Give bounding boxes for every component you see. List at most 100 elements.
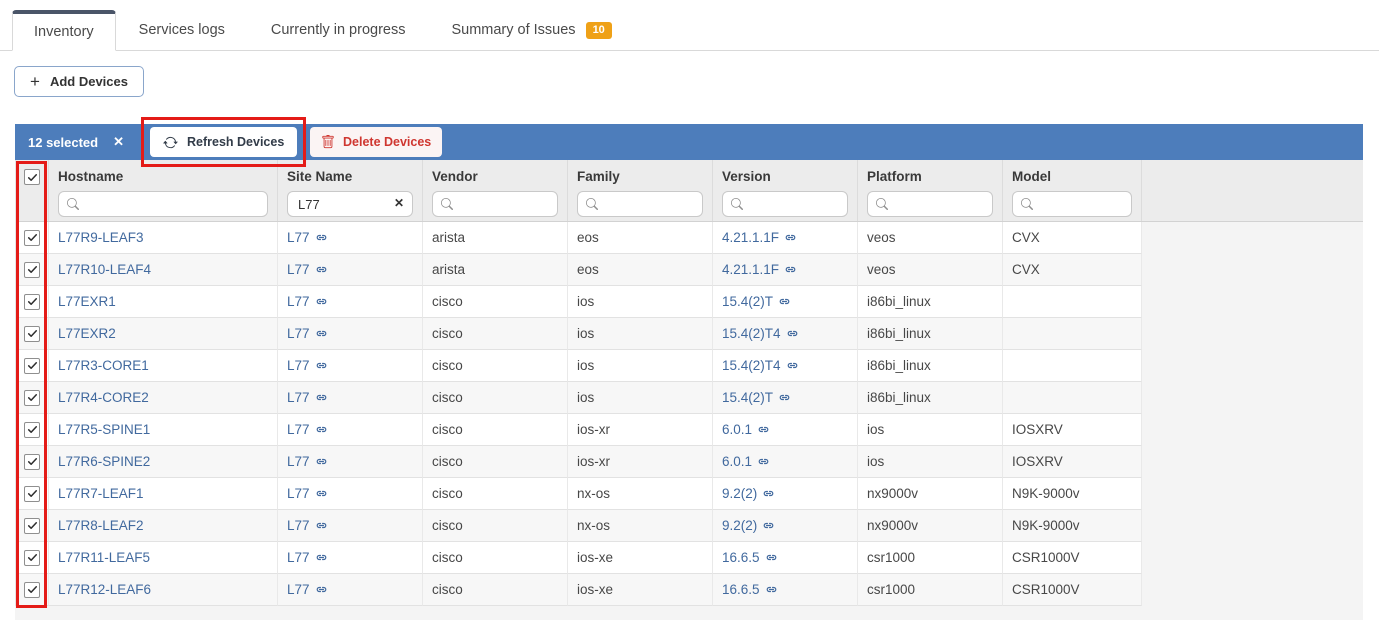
version-link-text: 15.4(2)T — [722, 390, 773, 405]
row-checkbox-cell — [16, 350, 49, 382]
family-cell: ios — [568, 382, 713, 414]
model-cell: IOSXRV — [1003, 414, 1142, 446]
site-link[interactable]: L77 — [287, 422, 328, 437]
tab-summary-of-issues[interactable]: Summary of Issues 10 — [428, 10, 634, 50]
row-checkbox[interactable] — [24, 422, 40, 438]
table-row: L77R3-CORE1 L77 cisco ios 15.4(2)T4 i86b… — [16, 350, 1363, 382]
table-row: L77R11-LEAF5 L77 cisco ios-xe 16.6.5 csr… — [16, 542, 1363, 574]
site-link[interactable]: L77 — [287, 486, 328, 501]
delete-devices-label: Delete Devices — [343, 135, 431, 149]
hostname-link[interactable]: L77R8-LEAF2 — [58, 518, 144, 533]
family-filter-input[interactable] — [577, 191, 703, 217]
platform-filter-input[interactable] — [867, 191, 993, 217]
row-checkbox[interactable] — [24, 550, 40, 566]
site-link[interactable]: L77 — [287, 454, 328, 469]
hostname-link[interactable]: L77R9-LEAF3 — [58, 230, 144, 245]
table-row: L77R5-SPINE1 L77 cisco ios-xr 6.0.1 ios … — [16, 414, 1363, 446]
add-devices-button[interactable]: + Add Devices — [14, 66, 144, 97]
check-icon — [27, 296, 38, 307]
version-filter-input[interactable] — [722, 191, 848, 217]
row-checkbox[interactable] — [24, 454, 40, 470]
tab-currently-in-progress[interactable]: Currently in progress — [248, 10, 429, 50]
row-checkbox-cell — [16, 318, 49, 350]
link-icon — [778, 295, 791, 308]
vendor-cell: arista — [423, 222, 568, 254]
link-icon — [315, 327, 328, 340]
clear-selection-icon[interactable]: ✕ — [113, 134, 124, 150]
version-link[interactable]: 15.4(2)T — [722, 294, 791, 309]
site-link-text: L77 — [287, 230, 310, 245]
vendor-cell: cisco — [423, 446, 568, 478]
version-link[interactable]: 15.4(2)T4 — [722, 326, 799, 341]
site-link[interactable]: L77 — [287, 550, 328, 565]
trash-icon — [321, 135, 335, 149]
row-checkbox-cell — [16, 222, 49, 254]
hostname-link[interactable]: L77R11-LEAF5 — [58, 550, 150, 565]
table-row: L77R10-LEAF4 L77 arista eos 4.21.1.1F ve… — [16, 254, 1363, 286]
refresh-devices-button[interactable]: Refresh Devices — [150, 127, 297, 157]
row-checkbox[interactable] — [24, 358, 40, 374]
filler-cell — [1142, 510, 1363, 542]
vendor-filter-input[interactable] — [432, 191, 558, 217]
hostname-filter-input[interactable] — [58, 191, 268, 217]
version-link[interactable]: 4.21.1.1F — [722, 230, 797, 245]
row-checkbox[interactable] — [24, 230, 40, 246]
model-filter-input[interactable] — [1012, 191, 1132, 217]
hostname-link[interactable]: L77R6-SPINE2 — [58, 454, 150, 469]
version-link[interactable]: 9.2(2) — [722, 518, 775, 533]
row-checkbox[interactable] — [24, 582, 40, 598]
tab-inventory[interactable]: Inventory — [12, 10, 116, 51]
tab-services-logs[interactable]: Services logs — [116, 10, 248, 50]
filler-cell — [1142, 318, 1363, 350]
version-link-text: 15.4(2)T4 — [722, 358, 781, 373]
row-checkbox[interactable] — [24, 262, 40, 278]
plus-icon: + — [30, 73, 40, 90]
hostname-link[interactable]: L77R12-LEAF6 — [58, 582, 151, 597]
site-link[interactable]: L77 — [287, 582, 328, 597]
site-link[interactable]: L77 — [287, 518, 328, 533]
version-link[interactable]: 4.21.1.1F — [722, 262, 797, 277]
site-link-text: L77 — [287, 326, 310, 341]
site-link[interactable]: L77 — [287, 262, 328, 277]
model-cell: CSR1000V — [1003, 542, 1142, 574]
header-filler-cell — [1142, 160, 1363, 221]
version-link[interactable]: 16.6.5 — [722, 550, 778, 565]
platform-cell: csr1000 — [858, 574, 1003, 606]
hostname-link[interactable]: L77R5-SPINE1 — [58, 422, 150, 437]
site-link-text: L77 — [287, 454, 310, 469]
link-icon — [784, 263, 797, 276]
site-link[interactable]: L77 — [287, 294, 328, 309]
row-checkbox-cell — [16, 478, 49, 510]
link-icon — [315, 583, 328, 596]
row-checkbox[interactable] — [24, 518, 40, 534]
clear-filter-icon[interactable]: ✕ — [394, 196, 404, 210]
site-link[interactable]: L77 — [287, 230, 328, 245]
row-checkbox[interactable] — [24, 486, 40, 502]
site-link[interactable]: L77 — [287, 390, 328, 405]
version-link[interactable]: 16.6.5 — [722, 582, 778, 597]
row-checkbox[interactable] — [24, 294, 40, 310]
platform-cell: i86bi_linux — [858, 382, 1003, 414]
refresh-devices-label: Refresh Devices — [187, 135, 284, 149]
version-link[interactable]: 15.4(2)T — [722, 390, 791, 405]
hostname-link[interactable]: L77EXR2 — [58, 326, 116, 341]
hostname-link[interactable]: L77R10-LEAF4 — [58, 262, 151, 277]
link-icon — [315, 295, 328, 308]
family-cell: ios — [568, 350, 713, 382]
version-link[interactable]: 15.4(2)T4 — [722, 358, 799, 373]
version-link[interactable]: 6.0.1 — [722, 454, 770, 469]
link-icon — [315, 359, 328, 372]
delete-devices-button[interactable]: Delete Devices — [310, 127, 442, 157]
hostname-link[interactable]: L77EXR1 — [58, 294, 116, 309]
select-all-checkbox[interactable] — [24, 169, 40, 185]
hostname-link[interactable]: L77R7-LEAF1 — [58, 486, 144, 501]
hostname-link[interactable]: L77R3-CORE1 — [58, 358, 149, 373]
site-link[interactable]: L77 — [287, 358, 328, 373]
row-checkbox[interactable] — [24, 326, 40, 342]
site-link[interactable]: L77 — [287, 326, 328, 341]
row-checkbox[interactable] — [24, 390, 40, 406]
hostname-link[interactable]: L77R4-CORE2 — [58, 390, 149, 405]
version-link[interactable]: 6.0.1 — [722, 422, 770, 437]
family-cell: nx-os — [568, 478, 713, 510]
version-link[interactable]: 9.2(2) — [722, 486, 775, 501]
